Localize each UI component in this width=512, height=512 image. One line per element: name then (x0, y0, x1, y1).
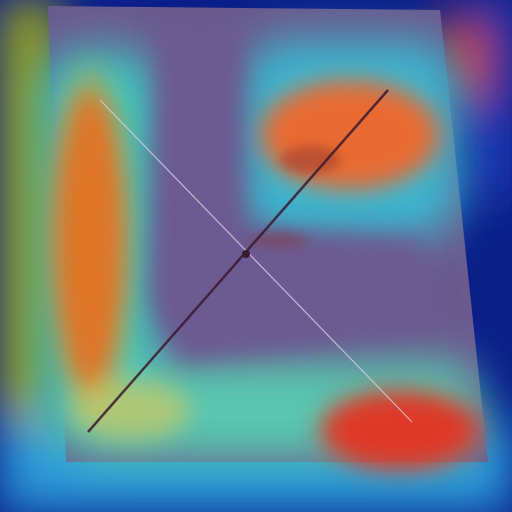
diagonal-line (87, 89, 389, 433)
crossing-point (242, 250, 250, 258)
diagonal-line (99, 99, 413, 423)
stain (250, 146, 340, 248)
